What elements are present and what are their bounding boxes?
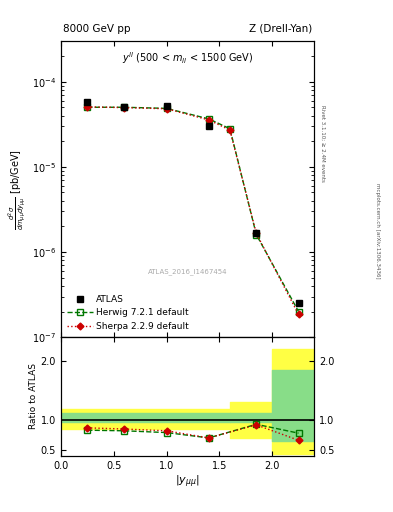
X-axis label: $|y_{\mu\mu}|$: $|y_{\mu\mu}|$: [175, 473, 200, 489]
ATLAS: [296, 300, 301, 306]
Sherpa 2.2.9 default: [122, 104, 127, 111]
Line: Herwig 7.2.1 default: Herwig 7.2.1 default: [84, 104, 301, 314]
Legend: ATLAS, Herwig 7.2.1 default, Sherpa 2.2.9 default: ATLAS, Herwig 7.2.1 default, Sherpa 2.2.…: [64, 291, 193, 334]
Sherpa 2.2.9 default: [85, 104, 90, 110]
Herwig 7.2.1 default: [122, 104, 127, 110]
ATLAS: [122, 104, 127, 110]
Herwig 7.2.1 default: [254, 231, 259, 238]
Text: $y^{ll}$ (500 < $m_{ll}$ < 1500 GeV): $y^{ll}$ (500 < $m_{ll}$ < 1500 GeV): [122, 50, 253, 66]
Text: 8000 GeV pp: 8000 GeV pp: [63, 24, 131, 34]
Text: Z (Drell-Yan): Z (Drell-Yan): [249, 24, 312, 34]
Line: ATLAS: ATLAS: [84, 98, 302, 307]
ATLAS: [164, 103, 169, 109]
Sherpa 2.2.9 default: [296, 311, 301, 317]
ATLAS: [254, 230, 259, 237]
Herwig 7.2.1 default: [228, 125, 232, 132]
Text: ATLAS_2016_I1467454: ATLAS_2016_I1467454: [148, 269, 228, 275]
Text: Rivet 3.1.10; ≥ 2.4M events: Rivet 3.1.10; ≥ 2.4M events: [320, 105, 325, 182]
Herwig 7.2.1 default: [296, 308, 301, 314]
ATLAS: [206, 123, 211, 129]
Y-axis label: Ratio to ATLAS: Ratio to ATLAS: [29, 364, 38, 430]
Herwig 7.2.1 default: [164, 105, 169, 112]
Sherpa 2.2.9 default: [254, 230, 259, 237]
ATLAS: [85, 99, 90, 105]
Line: Sherpa 2.2.9 default: Sherpa 2.2.9 default: [85, 104, 301, 317]
Sherpa 2.2.9 default: [164, 105, 169, 112]
Sherpa 2.2.9 default: [206, 117, 211, 123]
Herwig 7.2.1 default: [85, 104, 90, 110]
Herwig 7.2.1 default: [206, 116, 211, 122]
Y-axis label: $\frac{d^2\sigma}{dm_{\mu\mu}dy_{\mu\mu}}$ [pb/GeV]: $\frac{d^2\sigma}{dm_{\mu\mu}dy_{\mu\mu}…: [6, 148, 28, 229]
Text: mcplots.cern.ch [arXiv:1306.3436]: mcplots.cern.ch [arXiv:1306.3436]: [375, 183, 380, 278]
Sherpa 2.2.9 default: [228, 127, 232, 133]
